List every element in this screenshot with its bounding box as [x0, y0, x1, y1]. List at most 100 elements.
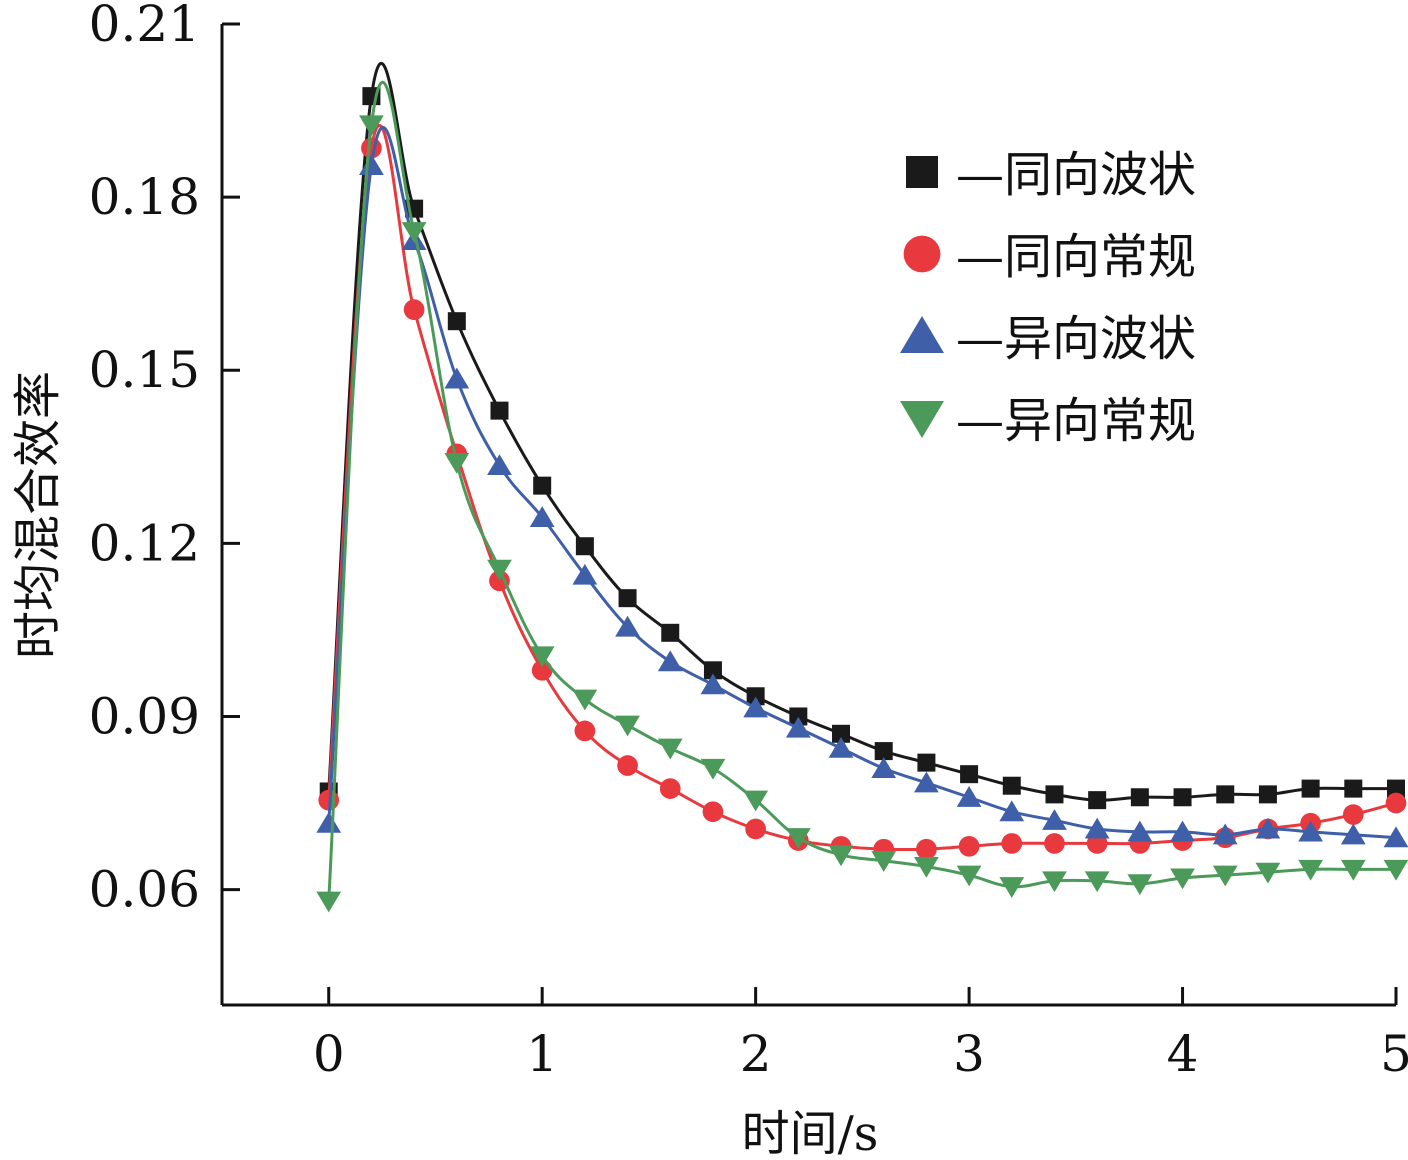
series-line: [327, 80, 1396, 902]
data-point: [1212, 865, 1238, 887]
data-point: [1045, 785, 1064, 804]
data-point: [487, 454, 512, 476]
data-point: [956, 865, 982, 887]
data-point: [1387, 779, 1405, 798]
legend-marker: [900, 401, 944, 438]
data-point: [533, 476, 552, 495]
legend-marker: [900, 316, 944, 353]
legend-item: —异向波状: [900, 311, 1196, 367]
data-point: [1084, 871, 1110, 893]
data-point: [960, 765, 979, 784]
series-2: [318, 124, 1407, 860]
data-point: [1130, 788, 1149, 807]
data-point: [1255, 862, 1281, 884]
data-point: [1383, 859, 1408, 881]
data-point: [1044, 833, 1065, 854]
data-point: [999, 877, 1025, 898]
legend-label: —同向波状: [956, 147, 1196, 203]
data-point: [874, 742, 893, 761]
data-point: [828, 736, 854, 758]
data-point: [914, 771, 939, 793]
data-point: [444, 367, 470, 389]
data-point: [1298, 820, 1323, 842]
data-point: [1383, 826, 1408, 848]
data-point: [917, 753, 936, 772]
data-point: [832, 724, 851, 743]
data-point: [359, 154, 384, 175]
data-point: [1001, 833, 1023, 854]
data-point: [529, 646, 555, 668]
data-point: [958, 835, 980, 857]
x-tick-label: 5: [1380, 1025, 1408, 1083]
data-point: [1255, 817, 1281, 839]
data-point: [746, 687, 765, 706]
data-point: [489, 570, 510, 592]
y-tick-label: 0.06: [89, 861, 200, 919]
legend-item: —同向常规: [903, 229, 1196, 285]
series-line: [327, 124, 1397, 852]
data-point: [359, 115, 384, 137]
axes: [220, 24, 1396, 1007]
data-point: [316, 811, 342, 833]
legend-label: —异向波状: [956, 311, 1196, 367]
series-layer: [316, 61, 1408, 913]
x-tick-label: 4: [1167, 1025, 1199, 1083]
y-tick-label: 0.21: [89, 0, 200, 53]
x-tick-label: 3: [953, 1025, 985, 1083]
data-point: [617, 755, 638, 776]
legend-label: —异向常规: [956, 393, 1196, 449]
data-point: [956, 786, 982, 807]
data-point: [1170, 868, 1195, 890]
series-line: [327, 126, 1397, 840]
legend-item: —异向常规: [900, 393, 1196, 449]
series-1: [319, 61, 1405, 810]
data-point: [743, 696, 769, 718]
y-tick-label: 0.15: [89, 341, 200, 399]
data-point: [916, 838, 937, 860]
data-point: [1127, 820, 1153, 842]
data-point: [1042, 809, 1067, 830]
data-point: [700, 758, 726, 780]
data-point: [657, 738, 683, 760]
y-tick-label: 0.09: [89, 687, 200, 745]
data-point: [1084, 817, 1110, 839]
data-point: [1170, 820, 1195, 842]
data-point: [401, 222, 427, 243]
data-point: [1301, 779, 1320, 798]
data-point: [1342, 804, 1364, 825]
data-point: [743, 790, 769, 812]
data-point: [1298, 859, 1323, 881]
legend-marker: [906, 156, 938, 188]
data-point: [1002, 776, 1021, 795]
data-point: [1042, 871, 1067, 893]
data-point: [785, 716, 811, 738]
data-point: [1340, 859, 1366, 881]
data-point: [659, 778, 681, 799]
data-point: [1173, 788, 1192, 807]
data-point: [618, 589, 637, 608]
data-point: [615, 615, 640, 637]
data-point: [1216, 785, 1235, 804]
data-point: [1385, 792, 1407, 814]
data-point: [914, 856, 939, 878]
data-point: [490, 401, 509, 420]
data-point: [575, 537, 594, 556]
data-point: [1340, 823, 1366, 845]
x-tick-label: 0: [313, 1025, 345, 1083]
data-point: [700, 673, 726, 695]
series-4: [316, 80, 1408, 913]
x-tick-label: 1: [526, 1025, 558, 1083]
x-axis-title: 时间/s: [742, 1106, 879, 1160]
data-point: [1127, 874, 1153, 896]
data-point: [789, 707, 808, 726]
legend-item: —同向波状: [906, 147, 1196, 203]
y-axis-title: 时均混合效率: [10, 371, 66, 659]
data-point: [1212, 823, 1238, 845]
data-point: [999, 800, 1025, 822]
ticks: 0.06 0.09 0.12 0.15 0.18 0.21 0 1 2 3 4 5: [89, 0, 1408, 1083]
data-point: [785, 828, 811, 849]
data-point: [403, 299, 425, 320]
data-point: [574, 720, 596, 742]
series-3: [316, 126, 1408, 848]
